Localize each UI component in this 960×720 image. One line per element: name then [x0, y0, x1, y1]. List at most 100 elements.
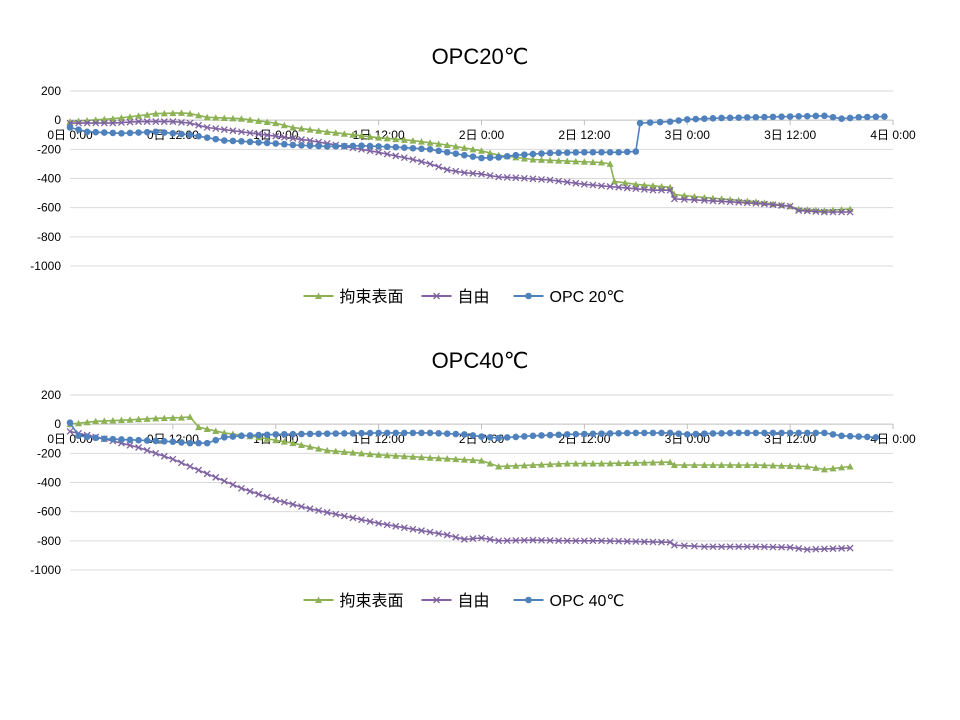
data-point — [195, 439, 202, 447]
data-point — [512, 433, 520, 441]
data-point — [606, 459, 614, 467]
data-point — [409, 525, 417, 533]
data-point — [572, 460, 580, 467]
data-point — [829, 431, 837, 438]
data-point — [486, 535, 494, 543]
data-point — [615, 459, 623, 467]
data-point — [426, 454, 434, 461]
data-point — [606, 160, 614, 167]
data-point — [838, 115, 845, 123]
data-point — [538, 156, 546, 163]
data-point — [649, 186, 657, 194]
data-point — [683, 431, 691, 438]
data-point — [392, 522, 400, 530]
data-point — [606, 148, 614, 156]
data-point — [563, 178, 571, 186]
data-point — [177, 109, 185, 116]
data-point — [229, 114, 237, 122]
data-point — [812, 208, 820, 216]
data-point — [357, 132, 365, 139]
data-point — [169, 438, 177, 445]
data-point — [469, 153, 477, 160]
data-point — [812, 429, 820, 437]
y-tick-label: -200 — [37, 446, 61, 460]
data-point — [100, 119, 108, 127]
gridlines — [70, 394, 893, 571]
data-point — [606, 430, 614, 437]
data-point — [169, 414, 177, 421]
data-point — [690, 196, 698, 204]
y-tick-label: 0 — [54, 417, 61, 431]
data-point — [769, 201, 777, 209]
data-point — [418, 158, 425, 166]
data-point — [820, 208, 828, 216]
data-point — [323, 430, 331, 437]
data-point — [272, 496, 280, 504]
data-point — [298, 503, 305, 511]
data-point — [743, 461, 751, 468]
data-point — [263, 493, 271, 501]
data-point — [632, 148, 640, 155]
data-point — [761, 429, 768, 437]
data-point — [152, 437, 160, 445]
data-point — [221, 137, 228, 144]
data-point — [829, 545, 837, 553]
data-point — [572, 537, 580, 545]
data-point — [529, 536, 537, 544]
data-point — [632, 459, 640, 466]
data-point — [143, 437, 151, 444]
data-point — [306, 505, 314, 513]
data-point — [263, 118, 271, 125]
data-point — [760, 200, 768, 208]
data-point — [598, 430, 605, 437]
data-point — [75, 419, 83, 427]
series-circle — [66, 419, 880, 447]
x-tick-label: 3日 0:00 — [665, 128, 711, 142]
x-tick-label: 0日 0:00 — [47, 128, 93, 142]
data-point — [529, 156, 537, 163]
data-point — [486, 433, 494, 441]
data-point — [752, 429, 760, 437]
data-point — [220, 477, 228, 485]
data-point — [495, 462, 503, 470]
data-point — [812, 112, 820, 120]
data-point — [272, 132, 280, 140]
data-point — [83, 433, 91, 441]
data-point — [621, 179, 629, 186]
data-point — [503, 434, 511, 441]
data-point — [143, 446, 151, 454]
data-point — [700, 196, 708, 204]
data-point — [340, 512, 348, 520]
data-point — [795, 429, 802, 437]
data-point — [718, 461, 726, 468]
data-point — [66, 427, 74, 435]
data-point — [735, 114, 742, 121]
data-point — [821, 429, 828, 437]
data-point — [656, 118, 664, 126]
data-point — [349, 429, 357, 437]
data-point — [203, 113, 211, 121]
data-point — [66, 124, 74, 131]
data-point — [666, 458, 674, 466]
data-point — [495, 173, 503, 181]
data-point — [392, 429, 400, 437]
data-point — [400, 524, 408, 532]
data-point — [126, 113, 134, 120]
data-point — [195, 111, 203, 119]
data-point — [649, 182, 657, 189]
data-point — [66, 419, 74, 427]
data-point — [118, 129, 125, 137]
data-point — [670, 195, 678, 203]
data-point — [366, 429, 374, 437]
data-point — [855, 433, 863, 440]
data-point — [433, 292, 440, 300]
data-point — [538, 461, 546, 468]
data-point — [195, 132, 202, 140]
data-point — [563, 460, 571, 467]
data-point — [126, 436, 134, 444]
data-point — [640, 185, 648, 193]
data-point — [152, 110, 160, 117]
data-point — [237, 115, 245, 122]
y-tick-label: 0 — [54, 113, 61, 127]
data-point — [255, 139, 262, 146]
